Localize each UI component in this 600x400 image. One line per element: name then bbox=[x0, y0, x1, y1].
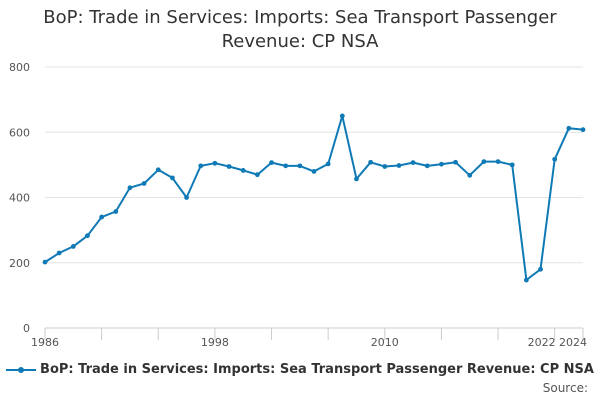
x-axis: 1986 1998 2010 2022 2024 bbox=[31, 327, 587, 349]
data-point bbox=[70, 244, 76, 249]
data-point bbox=[226, 164, 232, 169]
data-point bbox=[198, 163, 204, 169]
data-point bbox=[85, 233, 90, 239]
x-tick-label: 2010 bbox=[371, 336, 399, 349]
legend-swatch bbox=[6, 365, 37, 375]
data-point bbox=[240, 168, 246, 173]
x-tick-label: 2022 bbox=[528, 336, 556, 349]
data-point bbox=[368, 159, 374, 165]
legend: BoP: Trade in Services: Imports: Sea Tra… bbox=[0, 362, 600, 377]
data-point bbox=[297, 163, 303, 169]
data-point bbox=[127, 185, 133, 191]
y-tick-label: 600 bbox=[9, 126, 30, 139]
data-point bbox=[410, 160, 416, 165]
data-point bbox=[354, 176, 359, 182]
data-point bbox=[495, 159, 501, 165]
data-point bbox=[254, 172, 260, 178]
data-point bbox=[155, 167, 161, 173]
data-point bbox=[424, 163, 430, 169]
y-tick-label: 0 bbox=[23, 322, 30, 335]
data-point bbox=[283, 163, 289, 169]
y-tick-label: 200 bbox=[9, 257, 30, 270]
data-point bbox=[396, 163, 402, 168]
data-point bbox=[509, 162, 515, 168]
data-point bbox=[325, 161, 331, 167]
y-tick-label: 400 bbox=[9, 192, 30, 205]
data-point bbox=[566, 125, 572, 131]
data-point bbox=[538, 266, 543, 272]
data-point bbox=[113, 209, 119, 214]
data-point bbox=[170, 175, 175, 181]
y-tick-label: 800 bbox=[9, 61, 30, 74]
x-tick-label: 2024 bbox=[559, 336, 587, 349]
data-point bbox=[56, 250, 62, 256]
legend-label: BoP: Trade in Services: Imports: Sea Tra… bbox=[40, 362, 594, 377]
data-point bbox=[552, 156, 558, 162]
gridlines bbox=[45, 66, 583, 329]
y-axis-ticks: 0 200 400 600 800 bbox=[9, 61, 30, 335]
data-point bbox=[467, 172, 473, 178]
data-point bbox=[99, 214, 105, 220]
series-layer bbox=[42, 113, 586, 283]
data-point bbox=[523, 277, 529, 283]
data-point bbox=[311, 169, 317, 174]
data-point bbox=[212, 160, 218, 166]
data-point bbox=[339, 113, 345, 119]
data-point bbox=[42, 259, 48, 265]
data-point bbox=[580, 127, 586, 133]
chart-title: BoP: Trade in Services: Imports: Sea Tra… bbox=[43, 7, 557, 52]
source-label: Source: bbox=[542, 381, 588, 395]
data-point bbox=[481, 159, 487, 165]
data-point bbox=[453, 159, 458, 165]
data-point bbox=[269, 160, 274, 165]
data-point bbox=[439, 161, 444, 167]
x-tick-label: 1986 bbox=[31, 336, 59, 349]
x-tick-label: 1998 bbox=[201, 336, 229, 349]
data-point bbox=[184, 195, 189, 200]
data-point bbox=[382, 164, 388, 169]
data-point bbox=[141, 181, 147, 186]
